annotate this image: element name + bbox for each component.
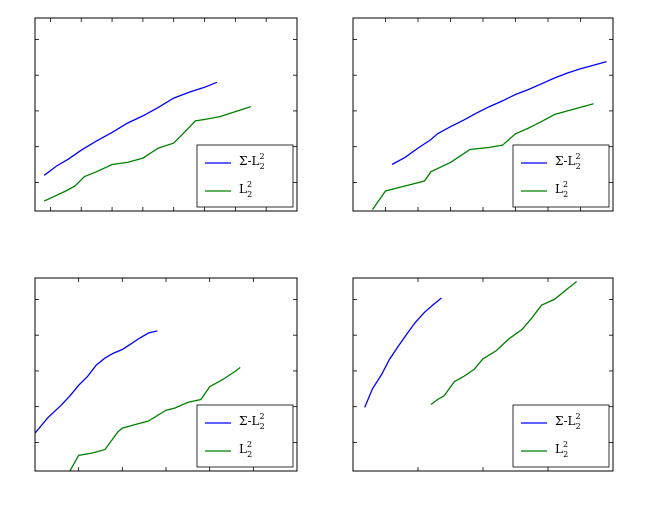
plot-frame — [34, 17, 298, 212]
legend-box — [512, 404, 610, 468]
legend-label: L2 2 — [555, 440, 568, 459]
legend: Σ-L2 2 L2 2 — [512, 404, 610, 468]
chart-panel-highway: Σ-L2 2 L2 2 — [34, 277, 298, 472]
series-line-l2 — [371, 103, 594, 210]
series-line-sigma-l2 — [391, 60, 607, 166]
legend-label: Σ-L2 2 — [555, 412, 581, 431]
legend-box — [196, 404, 294, 468]
legend-box — [512, 144, 610, 208]
legend: Σ-L2 2 L2 2 — [196, 404, 294, 468]
legend-box — [196, 144, 294, 208]
legend: Σ-L2 2 L2 2 — [196, 144, 294, 208]
chart-panel-foreman: Σ-L2 2 L2 2 — [34, 17, 298, 212]
series-line-sigma-l2 — [43, 81, 218, 176]
series-line-l2 — [430, 281, 577, 406]
series-line-l2 — [43, 105, 252, 202]
legend-label: L2 2 — [239, 440, 252, 459]
series-line-l2 — [69, 366, 241, 471]
chart-panel-sintel: Σ-L2 2 L2 2 — [352, 277, 614, 472]
legend-label: L2 2 — [239, 180, 252, 199]
legend-label: L2 2 — [555, 180, 568, 199]
series-line-sigma-l2 — [364, 297, 442, 408]
legend: Σ-L2 2 L2 2 — [512, 144, 610, 208]
legend-label: Σ-L2 2 — [555, 152, 581, 171]
legend-label: Σ-L2 2 — [239, 412, 265, 431]
series-line-sigma-l2 — [35, 330, 158, 434]
chart-panel-news: Σ-L2 2 L2 2 — [352, 17, 614, 212]
legend-label: Σ-L2 2 — [239, 152, 265, 171]
